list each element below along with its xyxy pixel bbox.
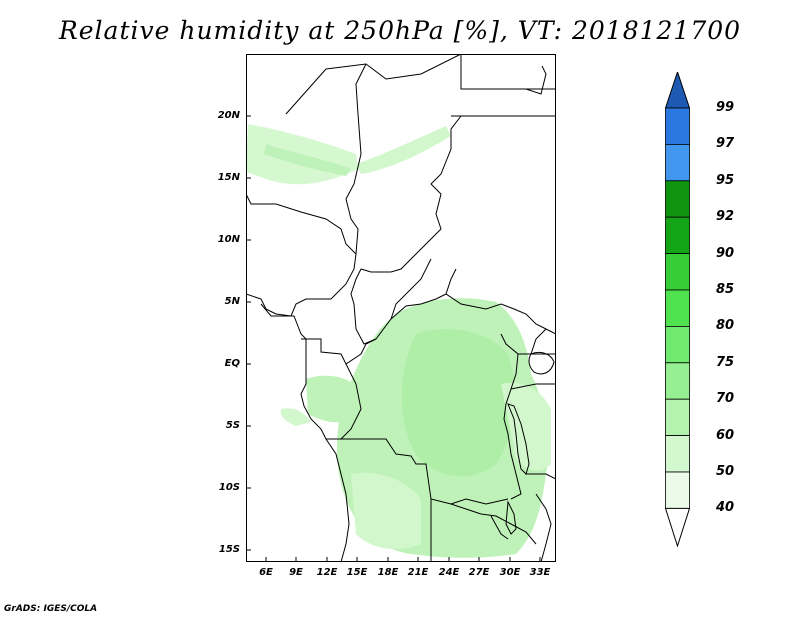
lon-label-21e: 21E: [407, 567, 429, 578]
humidity-fill-layer: [246, 124, 551, 558]
border-sudan: [451, 65, 556, 117]
humidity-patch-angola: [351, 472, 421, 550]
lon-label-27e: 27E: [468, 567, 490, 578]
colorbar-bin: [665, 325, 690, 364]
lon-label-12e: 12E: [316, 567, 338, 578]
lon-label-15e: 15E: [346, 567, 368, 578]
lon-label-18e: 18E: [377, 567, 399, 578]
chart-title: Relative humidity at 250hPa [%], VT: 201…: [58, 16, 742, 45]
lon-label-24e: 24E: [438, 567, 460, 578]
coastline-gulf: [260, 303, 350, 562]
border-chad-west: [285, 63, 367, 255]
colorbar-level-label: 92: [716, 209, 735, 225]
lon-label-30e: 30E: [499, 567, 521, 578]
humidity-patch-congo-core: [401, 329, 516, 477]
colorbar-level-label: 99: [716, 100, 735, 115]
lat-label-15s: 15S: [218, 544, 240, 555]
lat-label-eq: EQ: [224, 358, 240, 369]
colorbar-level-label: 75: [716, 354, 735, 370]
lake-malawi: [505, 500, 517, 535]
colorbar-level-label: 40: [716, 500, 735, 516]
colorbar-bin: [665, 253, 690, 291]
lon-label-6e: 6E: [259, 567, 273, 578]
border-car-north: [350, 268, 556, 345]
colorbar-level-label: 95: [716, 172, 735, 188]
lat-label-10n: 10N: [217, 234, 240, 245]
lat-label-5s: 5S: [225, 420, 240, 431]
colorbar-bottom-arrow: [665, 507, 690, 547]
grads-credit: GrADS: IGES/COLA: [4, 604, 98, 614]
border-chad-north: [325, 54, 462, 80]
colorbar-bin: [665, 107, 690, 145]
colorbar: [665, 72, 690, 547]
colorbar-bin: [665, 435, 690, 473]
humidity-patch-coast-west: [280, 408, 311, 426]
colorbar-bin: [665, 398, 690, 437]
border-great-lakes: [500, 333, 556, 500]
border-chad-east: [360, 54, 556, 273]
coastline-west: [246, 149, 357, 317]
lon-label-33e: 33E: [529, 567, 551, 578]
humidity-patch-sahel-streak: [264, 144, 351, 176]
political-borders: [246, 54, 556, 562]
lake-victoria: [528, 351, 555, 375]
colorbar-level-label: 97: [716, 136, 735, 152]
lat-label-15n: 15N: [217, 172, 240, 183]
colorbar-bin: [665, 216, 690, 254]
colorbar-level-label: 85: [716, 282, 735, 297]
colorbar-level-label: 70: [716, 391, 735, 407]
colorbar-bin: [665, 362, 690, 400]
colorbar-bin: [665, 180, 690, 218]
axis-ticks: [246, 115, 541, 562]
map-plot: [246, 54, 556, 562]
border-car-south: [390, 258, 457, 320]
lat-label-5n: 5N: [224, 296, 240, 307]
colorbar-bin: [665, 471, 690, 509]
colorbar-level-label: 80: [716, 318, 735, 334]
colorbar-top-arrow: [665, 72, 690, 109]
border-drc-south: [331, 438, 537, 562]
colorbar-level-label: 50: [716, 464, 735, 479]
colorbar-bin: [665, 289, 690, 327]
map-border: [246, 54, 556, 562]
lat-label-10s: 10S: [218, 482, 240, 493]
lon-label-9e: 9E: [289, 567, 303, 578]
colorbar-level-label: 60: [716, 427, 735, 443]
colorbar-level-label: 90: [716, 245, 735, 261]
border-zambia: [450, 498, 509, 540]
humidity-patch-sahel-east: [356, 126, 451, 174]
lat-label-20n: 20N: [217, 110, 240, 121]
colorbar-bin: [665, 144, 690, 182]
border-east-africa: [510, 328, 556, 562]
humidity-patch-east: [501, 382, 551, 471]
